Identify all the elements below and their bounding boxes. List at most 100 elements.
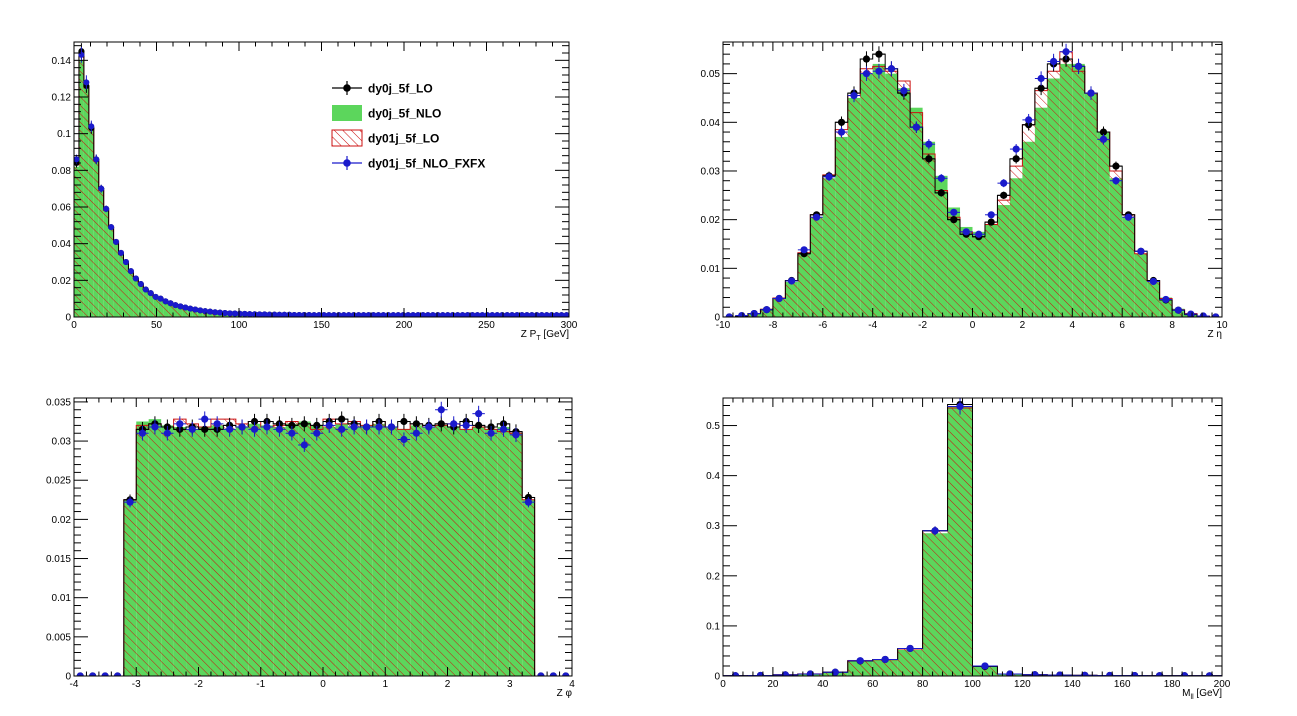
point-dy01j_5f_NLO_FXFX (375, 423, 383, 431)
point-dy01j_5f_NLO_FXFX (226, 425, 234, 433)
y-tick-label: 0.02 (52, 276, 72, 287)
hatch-bar-dy01j_5f_LO (78, 56, 84, 317)
hatch-bar-dy01j_5f_LO (103, 210, 109, 317)
point-dy01j_5f_NLO_FXFX (246, 311, 253, 317)
legend-hatch-icon (331, 129, 363, 147)
y-tick-label: 0.03 (52, 437, 72, 448)
point-dy01j_5f_NLO_FXFX (93, 156, 100, 163)
point-dy01j_5f_NLO_FXFX (226, 310, 233, 317)
point-dy01j_5f_NLO_FXFX (288, 429, 296, 437)
point-dy01j_5f_NLO_FXFX (962, 228, 970, 236)
point-dy0j_5f_LO (201, 425, 209, 433)
point-dy0j_5f_LO (1112, 162, 1120, 170)
point-dy0j_5f_LO (338, 415, 346, 423)
point-dy01j_5f_NLO_FXFX (528, 312, 535, 317)
point-dy01j_5f_NLO_FXFX (362, 423, 371, 431)
point-dy01j_5f_NLO_FXFX (301, 311, 308, 317)
y-tick-label: 0.015 (46, 554, 71, 565)
point-dy01j_5f_NLO_FXFX (188, 425, 196, 433)
hatch-bar-dy01j_5f_LO (935, 190, 948, 317)
point-dy0j_5f_LO (1012, 155, 1020, 163)
point-dy01j_5f_NLO_FXFX (518, 312, 525, 317)
hatch-bar-dy01j_5f_LO (347, 421, 361, 676)
point-dy01j_5f_NLO_FXFX (1000, 179, 1008, 187)
point-dy01j_5f_NLO_FXFX (101, 672, 109, 676)
point-dy01j_5f_NLO_FXFX (395, 312, 402, 317)
point-dy01j_5f_NLO_FXFX (313, 429, 321, 437)
point-dy01j_5f_NLO_FXFX (788, 277, 796, 285)
hatch-bar-dy01j_5f_LO (397, 429, 411, 676)
legend-marker-icon (343, 84, 351, 92)
hatch-bar-dy01j_5f_LO (447, 423, 460, 676)
point-dy01j_5f_NLO_FXFX (335, 312, 342, 317)
hatch-bar-dy01j_5f_LO (1097, 132, 1110, 317)
point-dy01j_5f_NLO_FXFX (499, 312, 506, 317)
legend: dy0j_5f_LO dy0j_5f_NLO dy01j_5f_LO dy01j_5f… (331, 81, 485, 171)
point-dy01j_5f_NLO_FXFX (213, 420, 221, 428)
x-tick-label: 1 (382, 679, 388, 690)
point-dy01j_5f_NLO_FXFX (118, 249, 125, 256)
point-dy01j_5f_NLO_FXFX (1137, 247, 1145, 255)
point-dy01j_5f_NLO_FXFX (167, 300, 174, 307)
x-tick-label: 0 (320, 679, 326, 690)
x-tick-label: 180 (1164, 679, 1181, 690)
point-dy01j_5f_NLO_FXFX (281, 311, 288, 317)
point-dy01j_5f_NLO_FXFX (250, 425, 259, 433)
legend-label: dy01j_5f_LO (368, 132, 439, 146)
hatch-bar-dy01j_5f_LO (198, 426, 211, 676)
point-dy01j_5f_NLO_FXFX (1162, 295, 1170, 304)
hatch-bar-dy01j_5f_LO (972, 665, 998, 676)
point-dy01j_5f_NLO_FXFX (330, 312, 337, 317)
point-dy01j_5f_NLO_FXFX (345, 312, 352, 317)
y-tick-label: 0.4 (706, 471, 720, 482)
hatch-bar-dy01j_5f_LO (922, 153, 936, 317)
point-dy01j_5f_NLO_FXFX (424, 312, 431, 317)
legend-label: dy0j_5f_LO (368, 82, 433, 96)
hatch-bar-dy01j_5f_LO (797, 252, 811, 317)
point-dy01j_5f_NLO_FXFX (1205, 672, 1214, 676)
point-dy0j_5f_LO (987, 218, 995, 226)
hatch-bar-dy01j_5f_LO (192, 309, 198, 317)
point-dy01j_5f_NLO_FXFX (862, 70, 871, 78)
hatch-bar-dy01j_5f_LO (153, 296, 159, 317)
point-dy01j_5f_NLO_FXFX (538, 312, 545, 317)
point-dy0j_5f_LO (862, 55, 871, 63)
point-dy01j_5f_NLO_FXFX (350, 423, 358, 431)
point-dy01j_5f_NLO_FXFX (1049, 57, 1058, 66)
x-tick-label: -4 (868, 320, 877, 331)
hatch-bar-dy01j_5f_LO (74, 164, 79, 317)
point-dy01j_5f_NLO_FXFX (132, 275, 139, 282)
point-dy01j_5f_NLO_FXFX (1025, 116, 1033, 124)
hatch-bar-dy01j_5f_LO (835, 129, 848, 317)
x-tick-label: 160 (1114, 679, 1131, 690)
x-tick-label: 120 (1014, 679, 1031, 690)
hatch-bar-dy01j_5f_LO (136, 425, 149, 676)
point-dy01j_5f_NLO_FXFX (1037, 74, 1045, 83)
hatch-bar-dy01j_5f_LO (910, 112, 923, 317)
hatch-bar-dy01j_5f_LO (1034, 90, 1048, 317)
hatch-bar-dy01j_5f_LO (360, 425, 373, 676)
point-dy01j_5f_NLO_FXFX (137, 281, 144, 287)
point-dy01j_5f_NLO_FXFX (83, 79, 90, 86)
hatch-bar-dy01j_5f_LO (173, 305, 178, 317)
hatch-bar-dy01j_5f_LO (1047, 71, 1060, 317)
point-dy01j_5f_NLO_FXFX (489, 312, 496, 317)
point-dy01j_5f_NLO_FXFX (1106, 671, 1114, 676)
x-tick-label: 140 (1064, 679, 1081, 690)
point-dy01j_5f_NLO_FXFX (98, 185, 105, 192)
x-tick-label: 100 (231, 320, 248, 331)
point-dy0j_5f_LO (1037, 84, 1045, 92)
point-dy01j_5f_NLO_FXFX (147, 290, 154, 297)
point-dy01j_5f_NLO_FXFX (549, 672, 557, 676)
point-dy01j_5f_NLO_FXFX (563, 312, 569, 317)
point-dy01j_5f_NLO_FXFX (1081, 671, 1089, 676)
hatch-bar-dy01j_5f_LO (177, 306, 183, 317)
hatch-bar-dy01j_5f_LO (822, 174, 836, 317)
x-tick-label: -3 (132, 679, 141, 690)
point-dy0j_5f_LO (300, 420, 308, 428)
legend-marker-icon (343, 159, 351, 167)
hatch-bar-dy01j_5f_LO (310, 429, 323, 676)
point-dy01j_5f_NLO_FXFX (151, 423, 159, 431)
hatch-bar-dy01j_5f_LO (509, 433, 523, 676)
point-dy01j_5f_NLO_FXFX (415, 312, 422, 317)
